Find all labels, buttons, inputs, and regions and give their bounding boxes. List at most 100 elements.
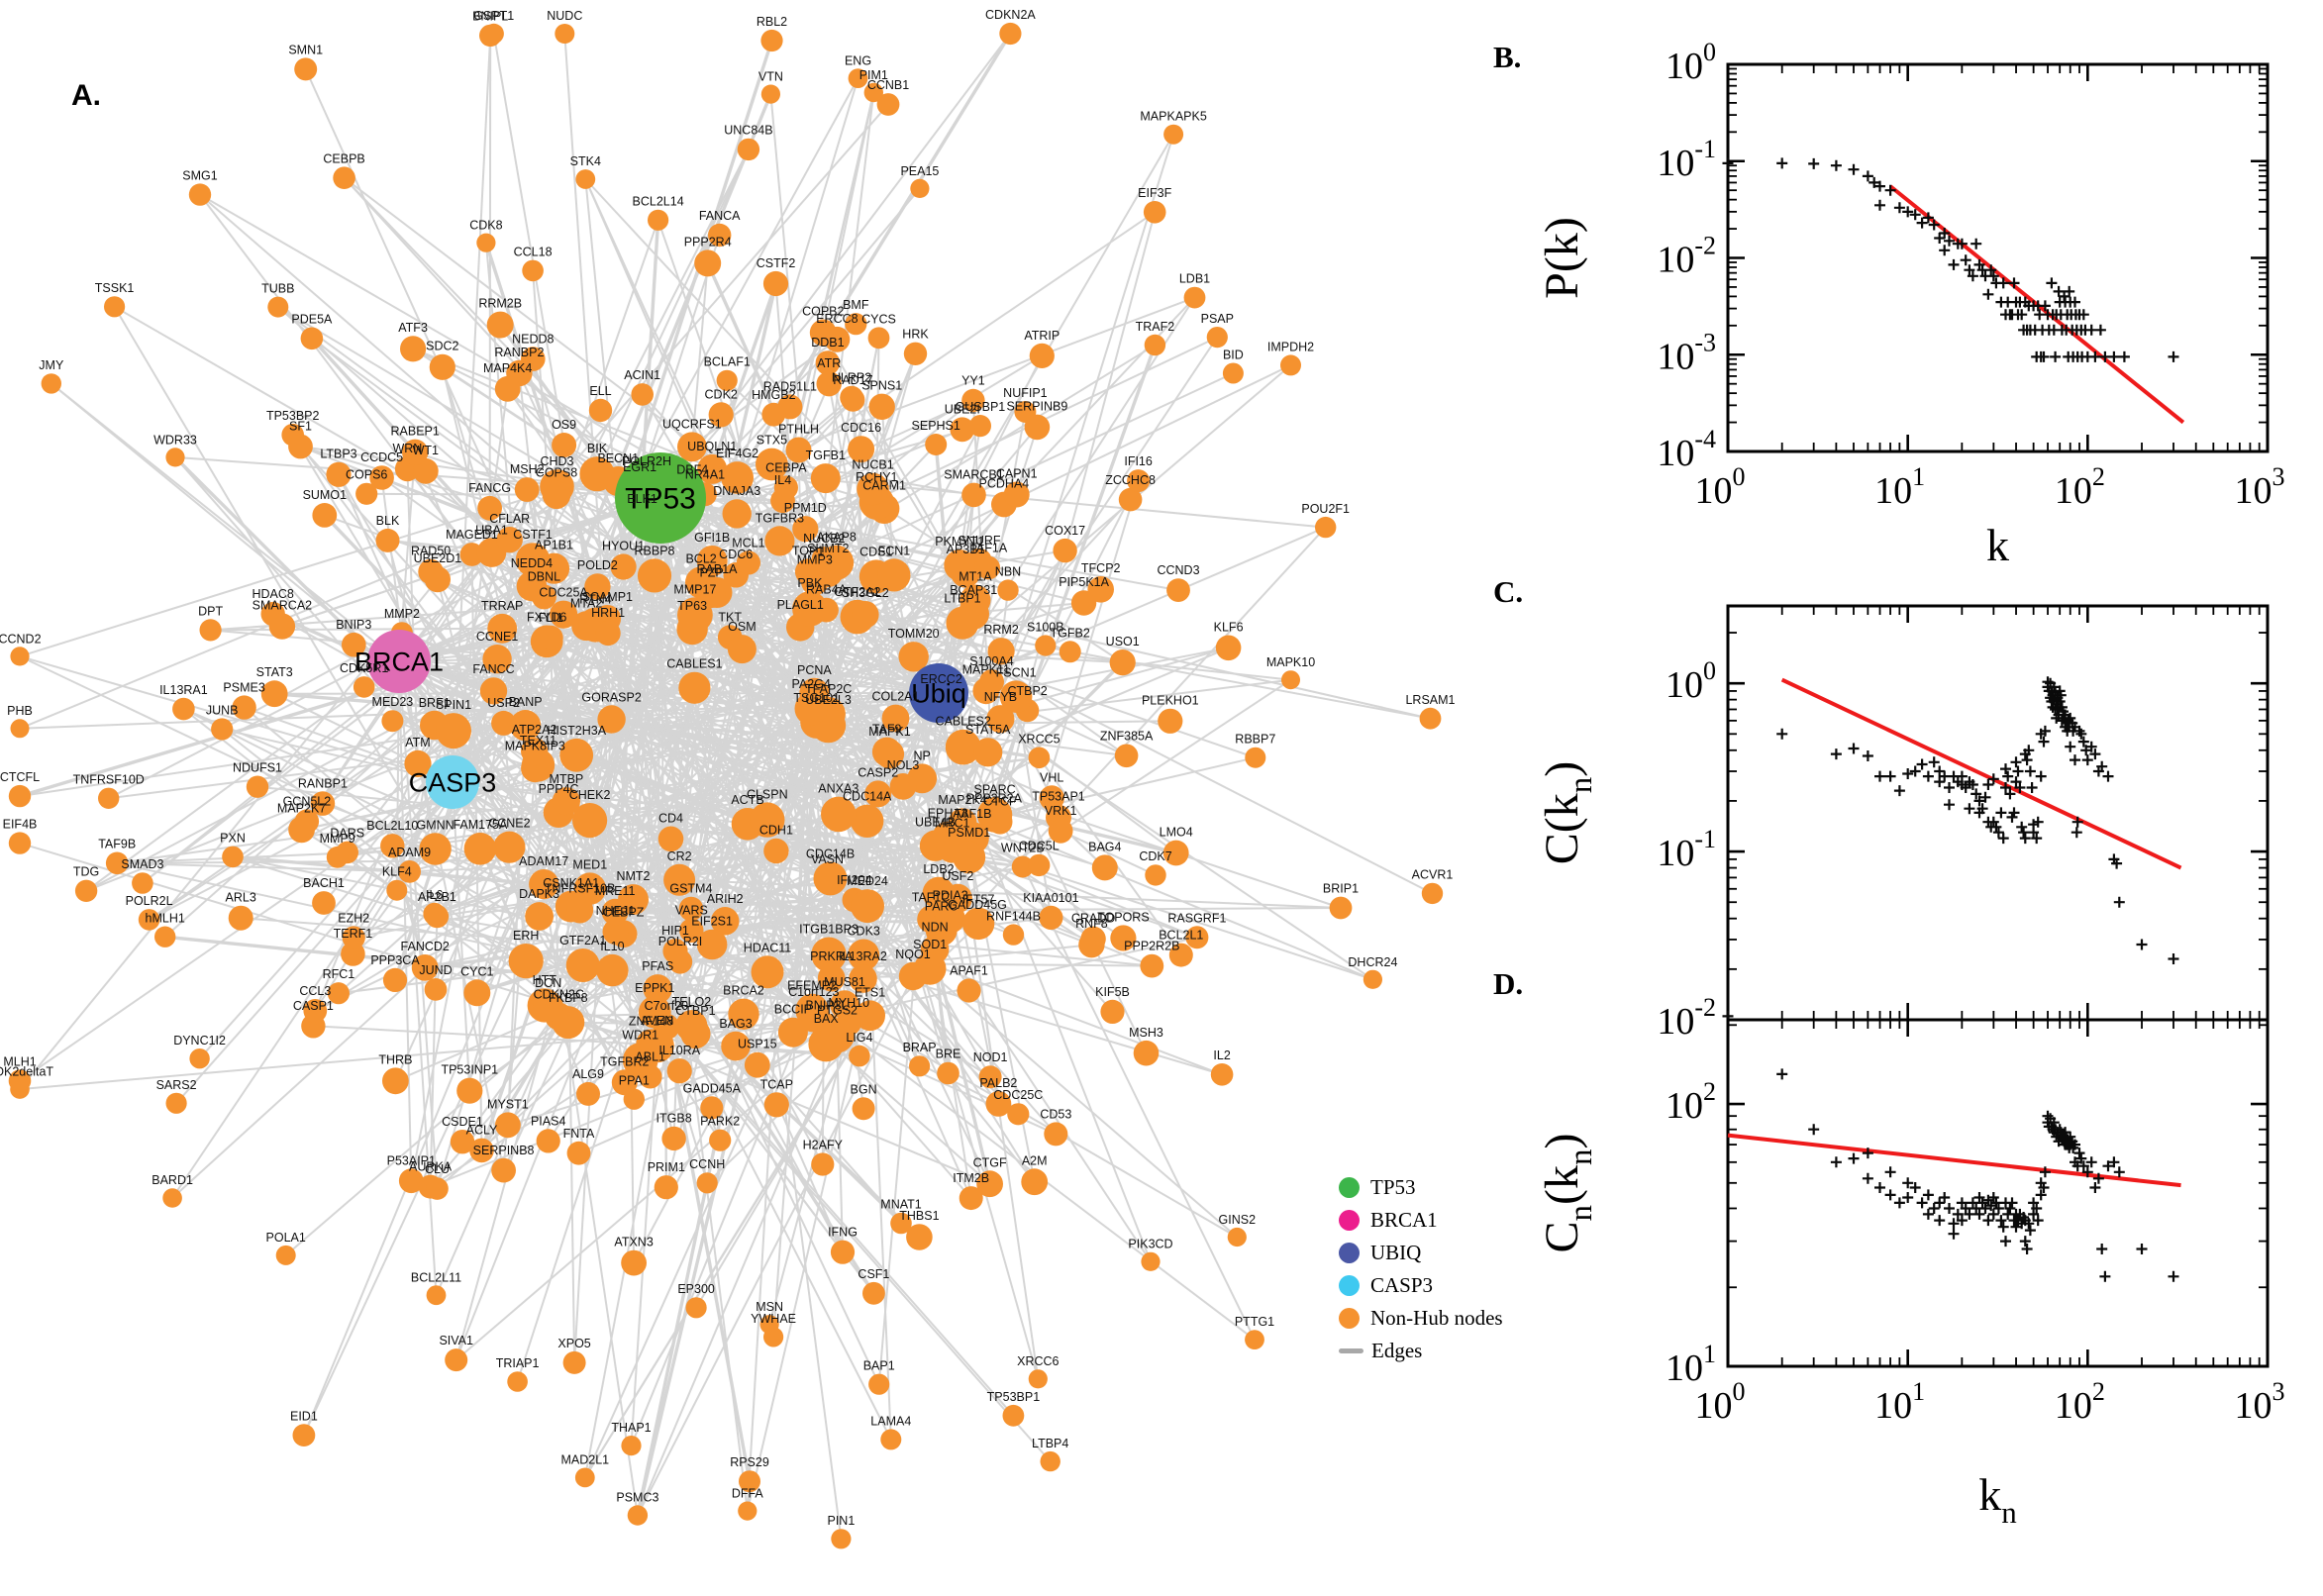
network-node [508, 944, 544, 979]
network-node [476, 233, 496, 252]
network-node-label: PPP2R4 [684, 235, 732, 249]
network-node-label: PPP2R2A [966, 791, 1023, 805]
network-node-label: TP53BP1 [987, 1390, 1041, 1404]
network-node-label: AKAP8 [817, 531, 857, 545]
network-node-label: SIVA1 [439, 1334, 473, 1347]
network-node [419, 833, 452, 865]
network-node-label: MAPK11 [962, 662, 1010, 676]
network-node-label: MUS81 [824, 975, 865, 989]
network-node-label: TGFBR3 [756, 511, 804, 525]
network-node [382, 967, 408, 993]
network-node-label: YY1 [961, 374, 985, 388]
network-node-label: DPT [198, 604, 223, 618]
network-node-label: C7orf20 [645, 999, 689, 1013]
network-node [495, 1112, 521, 1139]
network-node-label: VASN [811, 852, 844, 866]
legend-item-label: BRCA1 [1370, 1208, 1438, 1232]
network-node-label: RAB4A [806, 583, 848, 597]
network-node-label: RRM2B [478, 297, 522, 311]
network-node [382, 1067, 409, 1095]
network-node-label: BAX [814, 1012, 840, 1026]
network-node [375, 528, 400, 552]
network-node-label: IFT57 [962, 893, 995, 907]
network-node [863, 82, 883, 103]
network-node [411, 954, 439, 981]
network-node-label: JUND [419, 963, 452, 977]
network-node [811, 547, 838, 572]
legend-item-label: Non-Hub nodes [1370, 1306, 1503, 1330]
hub-label-brca1: BRCA1 [354, 647, 444, 676]
network-node [648, 209, 669, 231]
network-node [369, 465, 394, 490]
network-node-label: ARIH2 [707, 892, 744, 906]
network-node-label: RAB1A [697, 562, 739, 576]
network-node [944, 549, 976, 581]
network-node-label: MSH3 [1129, 1026, 1163, 1040]
network-node-label: PTGS2 [817, 1004, 858, 1018]
network-node [1185, 926, 1209, 949]
network-node [727, 635, 757, 664]
panel-label-b: B. [1493, 40, 1522, 74]
legend: TP53 BRCA1 UBIQ CASP3 Non-Hub nodes Edges [1339, 1171, 1503, 1367]
network-node [631, 383, 654, 406]
network-node [1227, 1227, 1247, 1247]
network-node-label: ARL3 [226, 891, 256, 905]
network-node [876, 93, 900, 116]
network-node-label: UQCRFS1 [662, 418, 722, 432]
network-node [696, 1172, 718, 1194]
network-node [381, 710, 404, 733]
network-node [423, 902, 447, 926]
network-node [1141, 1251, 1161, 1271]
network-node [1110, 925, 1137, 951]
network-node [936, 831, 968, 863]
network-node-label: CDC14A [843, 790, 892, 804]
network-node [1114, 744, 1139, 768]
network-node-label: USP15 [738, 1038, 777, 1051]
network-node-label: S100A4 [969, 654, 1014, 668]
network-node-label: UBE4B [915, 816, 956, 830]
network-node-label: PPP3CA [370, 953, 420, 967]
y-tick-label: 100 [1666, 38, 1716, 87]
network-node-label: TRIAP1 [496, 1356, 540, 1370]
network-node-label: PPM1D [784, 501, 827, 515]
network-node [353, 676, 375, 698]
network-node-label: IL10 [600, 940, 624, 953]
hub-label-casp3: CASP3 [409, 767, 497, 797]
network-node [849, 964, 877, 993]
network-node-label: UNC84B [724, 124, 772, 138]
network-node-label: HIST2H3A [547, 724, 606, 738]
network-node-label: LTBP3 [320, 448, 356, 461]
network-node-label: SMN1 [288, 43, 323, 56]
network-node-label: TNFRSF10B [545, 882, 616, 896]
network-node [292, 1424, 316, 1446]
network-node-label: BCL2 [685, 551, 716, 565]
network-node [889, 773, 917, 800]
network-node-label: CYC1 [460, 964, 493, 978]
network-node [890, 1212, 912, 1235]
network-node [1040, 1450, 1060, 1472]
network-node [761, 402, 786, 427]
legend-item-tp53: TP53 [1339, 1171, 1503, 1204]
network-node [552, 433, 577, 457]
network-node-label: SCAMP1 [582, 590, 633, 604]
network-node [946, 606, 979, 640]
network-node-label: PPP4C [539, 782, 579, 796]
network-node-label: ELK1 [627, 492, 657, 506]
hub-nodes: TP53 BRCA1 Ubiq CASP3 [354, 452, 968, 809]
network-node-label: EFEMP2 [787, 979, 837, 993]
network-node-label: MMP17 [673, 582, 716, 596]
y-tick-label: 10-3 [1657, 328, 1716, 377]
network-node-label: MAP4K4 [483, 361, 532, 375]
legend-item-label: Edges [1371, 1339, 1423, 1362]
network-node-label: CSNK1A1 [543, 876, 599, 890]
network-node [445, 1348, 468, 1372]
network-node-label: PSMD1 [948, 826, 990, 840]
network-node [429, 353, 455, 380]
network-node [999, 22, 1022, 46]
network-node [342, 632, 366, 657]
y-axis-title-c: C(kn) [1536, 761, 1599, 864]
network-node [621, 1436, 642, 1456]
network-node [596, 953, 629, 987]
network-node-label: RANBP2 [494, 346, 544, 359]
network-node-label: CASP2 [858, 766, 898, 780]
